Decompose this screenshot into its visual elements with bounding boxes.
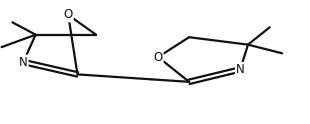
Text: N: N [236, 63, 245, 76]
Text: O: O [64, 8, 73, 21]
Text: N: N [19, 56, 28, 68]
Text: O: O [153, 51, 163, 63]
